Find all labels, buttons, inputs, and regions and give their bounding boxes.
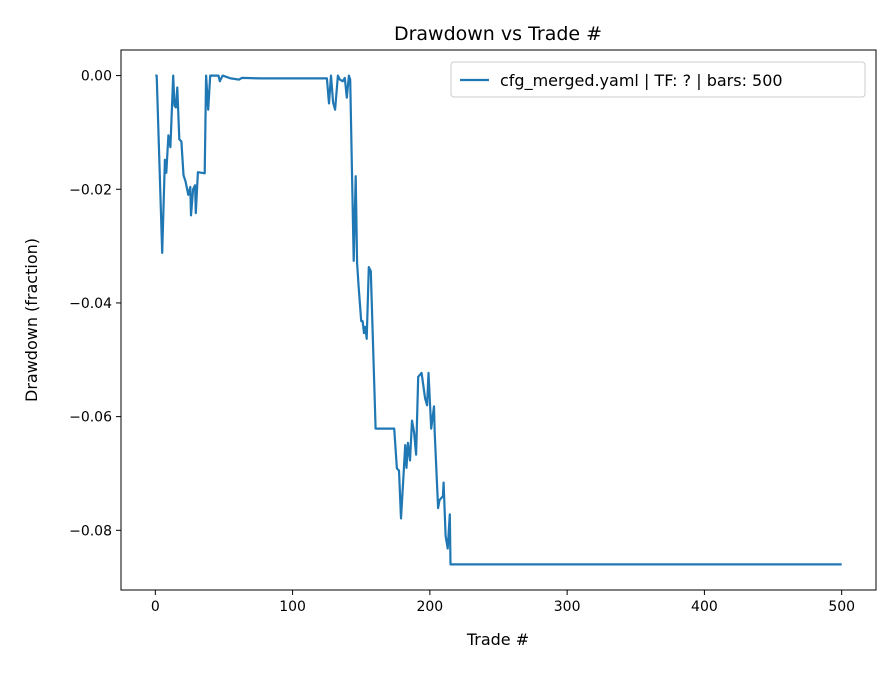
x-tick-label: 400 [691,599,718,615]
x-tick-label: 100 [279,599,306,615]
x-axis-label: Trade # [466,630,529,649]
y-tick-label: −0.06 [69,410,112,426]
x-tick-label: 0 [151,599,160,615]
legend-label: cfg_merged.yaml | TF: ? | bars: 500 [500,71,783,91]
y-tick-label: −0.02 [69,182,112,198]
legend: cfg_merged.yaml | TF: ? | bars: 500 [450,61,866,98]
series-line [155,74,842,566]
y-tick-label: −0.08 [69,523,112,539]
plot-lines [155,74,842,566]
x-tick-label: 500 [828,599,855,615]
y-axis-label: Drawdown (fraction) [22,238,41,402]
legend-box [450,61,866,98]
plot-frame [120,49,877,591]
x-tick-label: 200 [416,599,443,615]
y-tick-label: −0.04 [69,296,112,312]
y-tick-label: 0.00 [81,69,112,85]
axis-ticks: 0 100 200 300 400 500 0.00 −0.02 −0.04 −0.06 −0.08 [69,69,855,615]
x-tick-label: 300 [554,599,581,615]
chart-title: Drawdown vs Trade # [394,23,602,45]
